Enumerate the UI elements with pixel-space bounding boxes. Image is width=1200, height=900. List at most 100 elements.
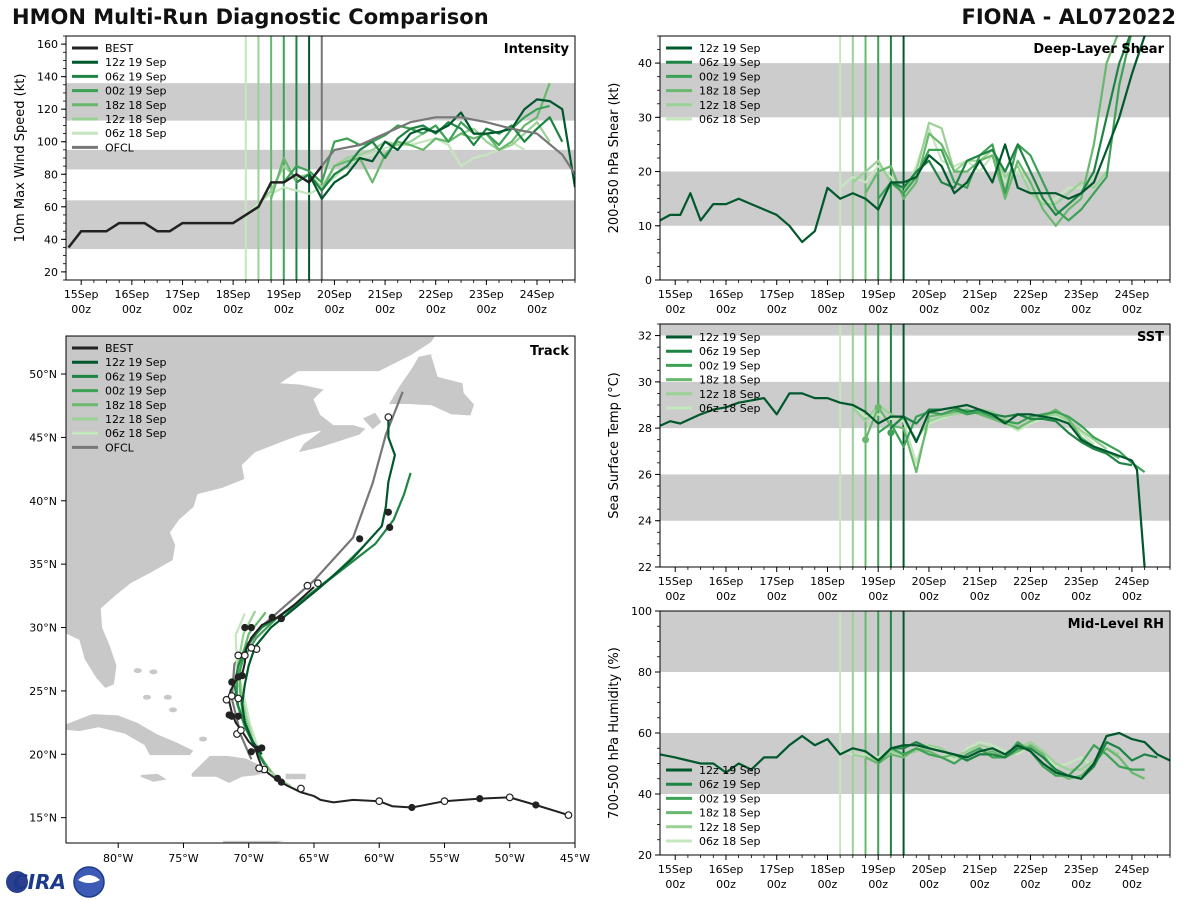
track-legend-label: BEST bbox=[105, 342, 133, 355]
shear-plot-area bbox=[660, 36, 1170, 280]
sst-ytick-label: 32 bbox=[638, 330, 652, 343]
sst-ytick-label: 26 bbox=[638, 468, 652, 481]
rh-xtick-label: 24Sep bbox=[1115, 863, 1150, 876]
sst-series-line bbox=[864, 406, 1120, 474]
intensity-legend-label: 18z 18 Sep bbox=[105, 99, 167, 112]
shear-ylabel: 200-850 hPa Shear (kt) bbox=[607, 83, 622, 234]
track-point-filled bbox=[273, 774, 282, 782]
track-point-open bbox=[313, 579, 322, 588]
cira-logo-globe bbox=[6, 871, 28, 893]
rh-legend-label: 06z 18 Sep bbox=[699, 835, 761, 848]
sst-xtick-sub: 00z bbox=[1021, 590, 1041, 603]
panel-sst: 22 24 26 28 30 32 15Sep 00z 16Sep 00z 17Sep 00z 18Se… bbox=[607, 323, 1171, 603]
intensity-xtick-sub: 00z bbox=[71, 303, 91, 316]
sst-ylabel: Sea Surface Temp (°C) bbox=[607, 372, 622, 519]
track-ytick-label: 20°N bbox=[29, 748, 57, 761]
rh-plot-area bbox=[660, 611, 1170, 855]
rh-legend-label: 06z 19 Sep bbox=[699, 778, 761, 791]
land-cuba bbox=[66, 713, 195, 756]
land-bahamas bbox=[163, 694, 172, 700]
sst-ytick-label: 30 bbox=[638, 376, 652, 389]
rh-series-line bbox=[839, 740, 1095, 768]
shear-ytick-label: 20 bbox=[638, 166, 652, 179]
track-point-open bbox=[303, 581, 312, 590]
track-legend-label: OFCL bbox=[105, 441, 135, 454]
intensity-ytick-label: 100 bbox=[37, 136, 58, 149]
track-point-open bbox=[234, 694, 243, 703]
land-bahamas bbox=[142, 694, 151, 700]
land-south-america bbox=[222, 840, 327, 843]
track-point-open bbox=[247, 643, 256, 652]
track-ytick-label: 35°N bbox=[29, 558, 57, 571]
intensity-legend-label: 12z 18 Sep bbox=[105, 113, 167, 126]
intensity-xtick-label: 20Sep bbox=[317, 288, 352, 301]
sst-xtick-label: 15Sep bbox=[658, 575, 693, 588]
sst-xtick-sub: 00z bbox=[868, 590, 888, 603]
rh-band bbox=[660, 611, 1170, 672]
sst-xtick-label: 24Sep bbox=[1115, 575, 1150, 588]
track-point-open bbox=[240, 651, 249, 660]
rh-xtick-label: 20Sep bbox=[912, 863, 947, 876]
sst-xtick-sub: 00z bbox=[1122, 590, 1142, 603]
sst-marker bbox=[862, 436, 870, 444]
intensity-xtick-label: 24Sep bbox=[520, 288, 555, 301]
intensity-series-line bbox=[308, 98, 575, 200]
track-legend-label: 00z 19 Sep bbox=[105, 385, 167, 398]
shear-xtick-label: 15Sep bbox=[658, 288, 693, 301]
track-legend-label: 06z 19 Sep bbox=[105, 370, 167, 383]
intensity-ytick-label: 40 bbox=[44, 233, 58, 246]
rh-xtick-sub: 00z bbox=[919, 878, 939, 891]
intensity-xtick-label: 16Sep bbox=[114, 288, 149, 301]
track-xtick-label: 65°W bbox=[299, 852, 329, 865]
track-point-filled bbox=[356, 535, 364, 543]
shear-xtick-sub: 00z bbox=[767, 303, 787, 316]
shear-xtick-sub: 00z bbox=[868, 303, 888, 316]
rh-title: Mid-Level RH bbox=[1068, 617, 1164, 632]
intensity-xtick-sub: 00z bbox=[173, 303, 193, 316]
intensity-ytick-label: 120 bbox=[37, 103, 58, 116]
track-point-filled bbox=[532, 801, 540, 809]
rh-legend-label: 00z 19 Sep bbox=[699, 792, 761, 805]
cira-logo-swoosh bbox=[78, 875, 100, 883]
shear-xtick-sub: 00z bbox=[716, 303, 736, 316]
track-ytick-label: 25°N bbox=[29, 685, 57, 698]
intensity-legend-label: 06z 19 Sep bbox=[105, 70, 167, 83]
panel-shear: 0 10 20 30 40 15Sep 00z 16Sep 00z 17Sep 00z 18Sep 00… bbox=[607, 35, 1171, 316]
shear-legend-label: 18z 18 Sep bbox=[699, 85, 761, 98]
track-point-filled bbox=[476, 795, 484, 803]
sst-xtick-sub: 00z bbox=[767, 590, 787, 603]
shear-ytick-label: 10 bbox=[638, 220, 652, 233]
sst-xtick-label: 22Sep bbox=[1013, 575, 1048, 588]
sst-xtick-sub: 00z bbox=[970, 590, 990, 603]
intensity-xtick-label: 18Sep bbox=[216, 288, 251, 301]
rh-xtick-sub: 00z bbox=[1021, 878, 1041, 891]
rh-ytick-label: 80 bbox=[638, 666, 652, 679]
land-north-america bbox=[66, 336, 436, 689]
page-title-right: FIONA - AL072022 bbox=[961, 5, 1176, 29]
intensity-ytick-label: 80 bbox=[44, 168, 58, 181]
intensity-ylabel: 10m Max Wind Speed (kt) bbox=[13, 74, 28, 243]
track-legend-label: 12z 18 Sep bbox=[105, 413, 167, 426]
intensity-xtick-label: 15Sep bbox=[64, 288, 99, 301]
shear-xtick-label: 23Sep bbox=[1064, 288, 1099, 301]
intensity-plot-area bbox=[66, 36, 575, 280]
shear-series-line bbox=[890, 36, 1131, 216]
track-point-open bbox=[234, 651, 243, 660]
shear-legend-label: 06z 18 Sep bbox=[699, 113, 761, 126]
rh-legend-label: 18z 18 Sep bbox=[699, 807, 761, 820]
track-point-filled bbox=[241, 623, 249, 632]
rh-series-line bbox=[660, 731, 1170, 780]
track-xtick-label: 55°W bbox=[429, 852, 459, 865]
panel-rh: 20 40 60 80 100 15Sep 00z 16Sep 00z 17Sep 00z 18Sep… bbox=[607, 605, 1171, 891]
track-legend-label: 12z 19 Sep bbox=[105, 356, 167, 369]
shear-legend-label: 12z 19 Sep bbox=[699, 42, 761, 55]
sst-legend-label: 18z 18 Sep bbox=[699, 374, 761, 387]
track-point-open bbox=[505, 793, 514, 802]
page-title-left: HMON Multi-Run Diagnostic Comparison bbox=[12, 5, 489, 29]
land-newfoundland bbox=[387, 352, 475, 417]
intensity-legend-label: 06z 18 Sep bbox=[105, 127, 167, 140]
intensity-ytick-label: 20 bbox=[44, 266, 58, 279]
sst-xtick-label: 18Sep bbox=[810, 575, 845, 588]
intensity-xtick-sub: 00z bbox=[426, 303, 446, 316]
